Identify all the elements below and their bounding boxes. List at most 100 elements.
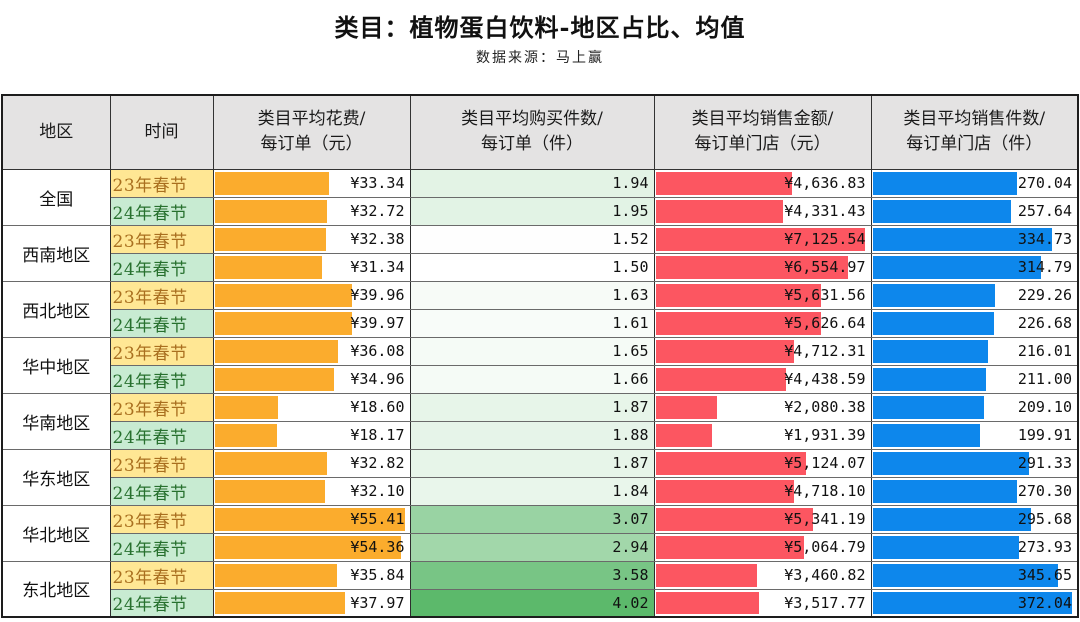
- data-source: 数据来源：马上赢: [476, 50, 604, 66]
- avg-spend-cell-value: ¥35.84: [350, 566, 405, 584]
- avg-items-value: 1.50: [612, 258, 649, 276]
- avg-sales-amount-cell-bar: [655, 395, 717, 419]
- col-header-avg-items-per-order: 类目平均购买件数/每订单（件）: [409, 94, 655, 170]
- avg-items-cell: 4.02: [409, 588, 655, 618]
- avg-spend-cell: ¥33.34: [212, 168, 411, 198]
- avg-spend-cell-bar: [214, 199, 327, 223]
- avg-items-cell: 1.52: [409, 224, 655, 254]
- avg-spend-cell: ¥32.10: [212, 476, 411, 506]
- period-cell: 24年春节: [109, 252, 214, 282]
- avg-spend-cell-bar: [214, 451, 328, 475]
- avg-spend-cell: ¥18.60: [212, 392, 411, 422]
- avg-items-value: 1.63: [612, 286, 649, 304]
- avg-spend-cell-bar: [214, 423, 277, 447]
- avg-sales-units-cell-value: 273.93: [1017, 538, 1072, 556]
- table-row: 24年春节 ¥34.96 1.66 ¥4,438.59 211.00: [2, 364, 1079, 394]
- avg-spend-cell-value: ¥32.38: [350, 230, 405, 248]
- avg-sales-units-cell: 270.04: [870, 168, 1079, 198]
- avg-sales-units-cell: 229.26: [870, 280, 1079, 310]
- table-row: 24年春节 ¥31.34 1.50 ¥6,554.97 314.79: [2, 252, 1079, 282]
- avg-sales-amount-cell: ¥3,460.82: [653, 560, 872, 590]
- avg-sales-amount-cell-value: ¥5,064.79: [784, 538, 866, 556]
- avg-sales-amount-cell-bar: [655, 423, 713, 447]
- avg-spend-cell-value: ¥32.10: [350, 482, 405, 500]
- avg-items-value: 1.87: [612, 454, 649, 472]
- avg-spend-cell-value: ¥36.08: [350, 342, 405, 360]
- avg-sales-amount-cell-value: ¥3,517.77: [784, 593, 866, 612]
- avg-sales-amount-cell-value: ¥4,636.83: [784, 174, 866, 192]
- region-cell: 华东地区: [1, 448, 111, 506]
- avg-sales-units-cell-value: 257.64: [1017, 202, 1072, 220]
- avg-sales-amount-cell: ¥3,517.77: [653, 588, 872, 618]
- avg-sales-units-cell-value: 216.01: [1017, 342, 1072, 360]
- avg-spend-cell: ¥37.97: [212, 588, 411, 618]
- avg-sales-units-cell-value: 270.04: [1017, 174, 1072, 192]
- avg-sales-amount-cell-value: ¥2,080.38: [784, 398, 866, 416]
- avg-items-value: 4.02: [612, 593, 649, 612]
- table-row: 华北地区 23年春节 ¥55.41 3.07 ¥5,341.19 295.68: [1, 504, 1079, 562]
- avg-spend-cell-value: ¥33.34: [350, 174, 405, 192]
- avg-sales-amount-cell-value: ¥3,460.82: [784, 566, 866, 584]
- avg-sales-amount-cell-bar: [655, 339, 794, 363]
- avg-sales-units-cell-bar: [872, 479, 1018, 503]
- avg-spend-cell-bar: [214, 479, 325, 503]
- avg-sales-units-cell-bar: [872, 507, 1031, 531]
- avg-sales-units-cell: 216.01: [870, 336, 1079, 366]
- avg-sales-amount-cell-bar: [655, 255, 849, 279]
- avg-sales-amount-cell: ¥5,064.79: [653, 532, 872, 562]
- avg-sales-amount-cell: ¥5,626.64: [653, 308, 872, 338]
- avg-sales-units-cell: 209.10: [870, 392, 1079, 422]
- avg-sales-amount-cell-value: ¥1,931.39: [784, 426, 866, 444]
- avg-sales-amount-cell-value: ¥4,438.59: [784, 370, 866, 388]
- avg-items-value: 3.07: [612, 510, 649, 528]
- avg-spend-cell: ¥32.72: [212, 196, 411, 226]
- avg-spend-cell: ¥54.36: [212, 532, 411, 562]
- avg-sales-units-cell-bar: [872, 311, 994, 335]
- avg-sales-units-cell: 295.68: [870, 504, 1079, 534]
- avg-spend-cell-bar: [214, 395, 279, 419]
- avg-spend-cell-bar: [214, 171, 329, 195]
- table-row: 24年春节 ¥32.10 1.84 ¥4,718.10 270.30: [2, 476, 1079, 506]
- avg-sales-amount-cell: ¥7,125.54: [653, 224, 872, 254]
- region-cell: 东北地区: [1, 560, 111, 618]
- period-cell: 23年春节: [109, 392, 214, 422]
- avg-spend-cell-bar: [214, 535, 402, 559]
- avg-sales-amount-cell-bar: [655, 507, 813, 531]
- avg-spend-cell-value: ¥55.41: [350, 510, 405, 528]
- table-row: 华东地区 23年春节 ¥32.82 1.87 ¥5,124.07 291.33: [1, 448, 1079, 506]
- avg-sales-units-cell-value: 211.00: [1017, 370, 1072, 388]
- avg-items-cell: 1.63: [409, 280, 655, 310]
- avg-items-cell: 1.65: [409, 336, 655, 366]
- avg-spend-cell-value: ¥34.96: [350, 370, 405, 388]
- avg-sales-amount-cell-bar: [655, 535, 805, 559]
- period-cell: 24年春节: [109, 196, 214, 226]
- avg-items-cell: 1.87: [409, 448, 655, 478]
- avg-sales-amount-cell: ¥2,080.38: [653, 392, 872, 422]
- avg-spend-cell-bar: [214, 563, 338, 587]
- avg-sales-units-cell-value: 226.68: [1017, 314, 1072, 332]
- avg-sales-amount-cell-bar: [655, 563, 758, 587]
- period-cell: 23年春节: [109, 560, 214, 590]
- avg-spend-cell-bar: [214, 591, 345, 614]
- avg-sales-amount-cell: ¥4,636.83: [653, 168, 872, 198]
- avg-sales-amount-cell-bar: [655, 171, 792, 195]
- avg-spend-cell-value: ¥32.72: [350, 202, 405, 220]
- avg-items-cell: 1.95: [409, 196, 655, 226]
- table-row: 西南地区 23年春节 ¥32.38 1.52 ¥7,125.54 334.73: [1, 224, 1079, 282]
- avg-sales-amount-cell-bar: [655, 479, 795, 503]
- avg-spend-cell: ¥32.82: [212, 448, 411, 478]
- period-cell: 24年春节: [109, 420, 214, 450]
- avg-sales-amount-cell-value: ¥5,631.56: [784, 286, 866, 304]
- avg-spend-cell-value: ¥31.34: [350, 258, 405, 276]
- avg-items-value: 1.84: [612, 482, 649, 500]
- avg-items-cell: 1.66: [409, 364, 655, 394]
- avg-spend-cell: ¥18.17: [212, 420, 411, 450]
- avg-sales-amount-cell-bar: [655, 591, 759, 614]
- col-header-avg-sales-amount-per-store: 类目平均销售金额/每订单门店（元）: [653, 94, 872, 170]
- avg-sales-units-cell-value: 334.73: [1017, 230, 1072, 248]
- avg-sales-amount-cell-value: ¥5,124.07: [784, 454, 866, 472]
- avg-sales-units-cell-value: 209.10: [1017, 398, 1072, 416]
- avg-sales-amount-cell: ¥4,331.43: [653, 196, 872, 226]
- period-cell: 24年春节: [109, 588, 214, 618]
